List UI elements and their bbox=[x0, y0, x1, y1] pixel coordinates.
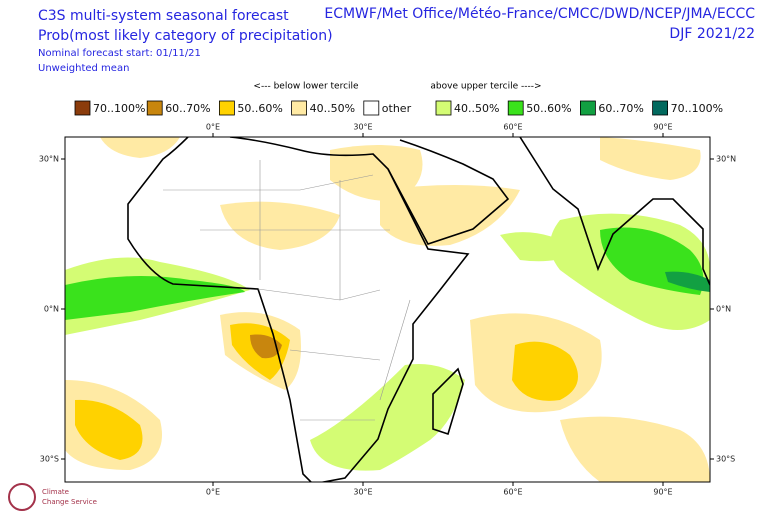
legend-label: 40..50% bbox=[310, 102, 355, 115]
legend: 70..100% 60..70% 50..60% 40..50% other 40..50… bbox=[74, 100, 723, 116]
lon-label: 30°E bbox=[353, 123, 372, 132]
lon-label: 60°E bbox=[503, 488, 522, 497]
title: C3S multi-system seasonal forecast bbox=[38, 8, 289, 24]
method: Unweighted mean bbox=[38, 63, 129, 74]
lon-label: 30°E bbox=[353, 488, 372, 497]
lon-label: 0°E bbox=[206, 488, 220, 497]
legend-swatch bbox=[652, 100, 668, 116]
legend-swatch bbox=[146, 100, 163, 116]
legend-swatch bbox=[580, 100, 596, 116]
map-area bbox=[65, 137, 710, 482]
lat-label: 30°N bbox=[39, 155, 59, 164]
legend-label: 60..70% bbox=[165, 102, 210, 115]
centres: ECMWF/Met Office/Météo-France/CMCC/DWD/N… bbox=[324, 6, 755, 22]
legend-swatch bbox=[435, 100, 452, 116]
lat-label: 30°N bbox=[716, 155, 736, 164]
logo-text: Climate bbox=[42, 488, 69, 496]
legend-swatch bbox=[291, 100, 308, 116]
lat-label: 30°S bbox=[40, 455, 59, 464]
legend-label: other bbox=[382, 102, 412, 115]
start-date: Nominal forecast start: 01/11/21 bbox=[38, 48, 201, 59]
probability-patches bbox=[65, 137, 710, 482]
legend-label: 40..50% bbox=[454, 102, 499, 115]
lon-label: 90°E bbox=[653, 488, 672, 497]
legend-swatch bbox=[507, 100, 524, 116]
lon-label: 60°E bbox=[503, 123, 522, 132]
legend-swatch bbox=[218, 100, 235, 116]
legend-label: 50..60% bbox=[526, 102, 571, 115]
logo-text: Change Service bbox=[42, 498, 97, 506]
subtitle: Prob(most likely category of precipitati… bbox=[38, 28, 333, 44]
legend-label: 50..60% bbox=[237, 102, 282, 115]
lat-label: 30°S bbox=[716, 455, 735, 464]
legend-swatch bbox=[74, 100, 91, 116]
legend-above: above upper tercile ----> bbox=[430, 82, 541, 92]
borders bbox=[163, 160, 411, 421]
legend-label: 60..70% bbox=[598, 102, 643, 115]
lon-label: 90°E bbox=[653, 123, 672, 132]
lat-label: 0°N bbox=[44, 305, 59, 314]
lon-label: 0°E bbox=[206, 123, 220, 132]
legend-label: 70..100% bbox=[93, 102, 145, 115]
coastlines bbox=[127, 137, 710, 482]
legend-label: 70..100% bbox=[671, 102, 723, 115]
graticule-labels: 0°E 0°E 30°E 30°E 60°E 60°E 90°E 90°E 30°N 30°N 0°… bbox=[39, 123, 736, 497]
season: DJF 2021/22 bbox=[669, 26, 755, 42]
legend-below: <--- below lower tercile bbox=[253, 82, 359, 92]
lat-label: 0°N bbox=[716, 305, 731, 314]
logo-icon bbox=[8, 483, 36, 511]
legend-swatch bbox=[363, 100, 380, 116]
